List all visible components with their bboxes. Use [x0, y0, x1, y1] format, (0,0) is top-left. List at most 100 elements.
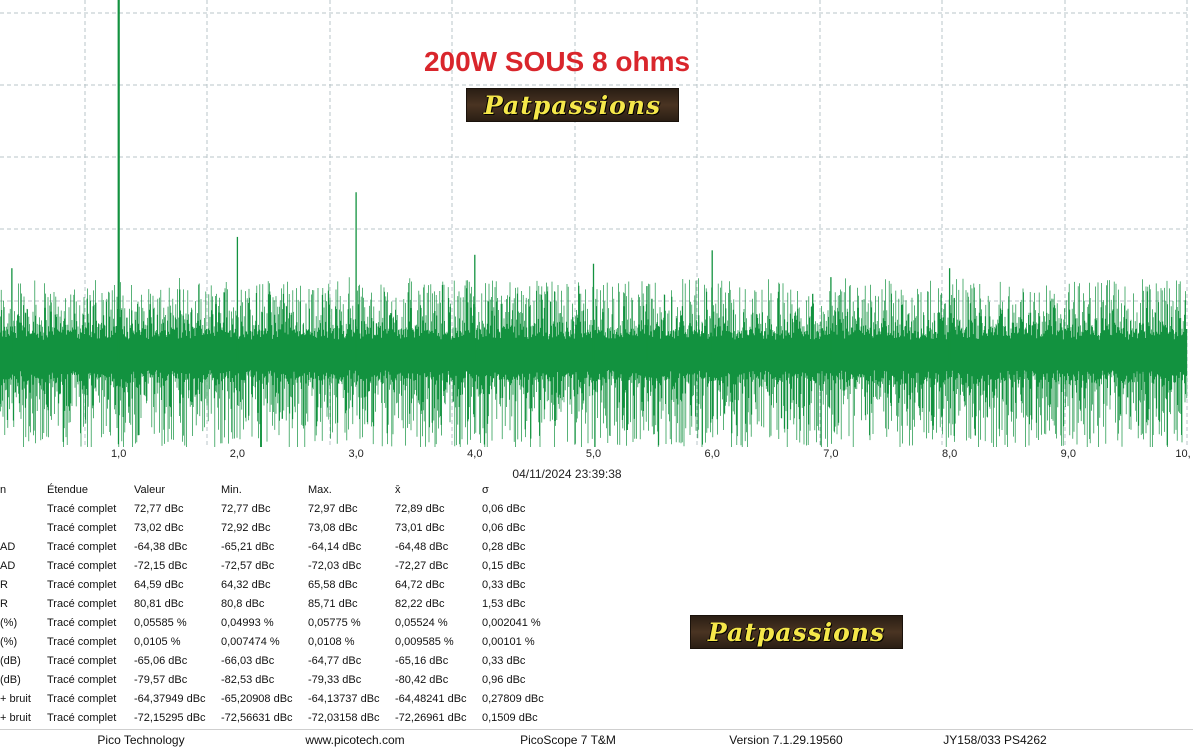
cell-value: 0,0105 % — [134, 636, 181, 648]
cell-value: -65,06 dBc — [134, 655, 188, 667]
cell-mean: 64,72 dBc — [395, 579, 445, 591]
footer-device: JY158/033 PS4262 — [943, 733, 1047, 747]
footer-version: Version 7.1.29.19560 — [729, 733, 843, 747]
cell-min: 72,77 dBc — [221, 503, 271, 515]
spectrum-plot[interactable] — [0, 0, 1193, 447]
cell-max: 72,97 dBc — [308, 503, 358, 515]
cell-min: -65,20908 dBc — [221, 693, 293, 705]
cell-min: -82,53 dBc — [221, 674, 275, 686]
cell-min: 0,04993 % — [221, 617, 274, 629]
cell-mean: 82,22 dBc — [395, 598, 445, 610]
cell-value: 73,02 dBc — [134, 522, 184, 534]
cell-min: -66,03 dBc — [221, 655, 275, 667]
x-tick-label: 7,0 — [823, 448, 839, 460]
cell-std-dev: 0,06 dBc — [482, 522, 526, 534]
cell-max: -64,14 dBc — [308, 541, 362, 553]
cell-value: 0,05585 % — [134, 617, 187, 629]
cell-std-dev: 0,06 dBc — [482, 503, 526, 515]
cell-range: Tracé complet — [47, 617, 117, 629]
header-mean: x̄ — [395, 484, 401, 496]
header-value: Valeur — [134, 484, 165, 496]
cell-row-name: (dB) — [0, 655, 21, 667]
cell-row-name: R — [0, 579, 8, 591]
watermark-logo-text: Patpassions — [483, 90, 662, 120]
capture-timestamp: 04/11/2024 23:39:38 — [512, 467, 622, 481]
header-min: Min. — [221, 484, 242, 496]
footer-company: Pico Technology — [97, 733, 185, 747]
cell-std-dev: 0,33 dBc — [482, 579, 526, 591]
x-tick-label: 1,0 — [111, 448, 127, 460]
cell-min: -65,21 dBc — [221, 541, 275, 553]
cell-range: Tracé complet — [47, 503, 117, 515]
cell-max: -72,03 dBc — [308, 560, 362, 572]
cell-row-name: AD — [0, 560, 16, 572]
x-tick-label: 10, — [1175, 448, 1191, 460]
cell-std-dev: 0,15 dBc — [482, 560, 526, 572]
cell-min: 0,007474 % — [221, 636, 280, 648]
cell-std-dev: 1,53 dBc — [482, 598, 526, 610]
cell-value: 80,81 dBc — [134, 598, 184, 610]
watermark-logo-text: Patpassions — [707, 617, 886, 647]
cell-range: Tracé complet — [47, 541, 117, 553]
cell-row-name: AD — [0, 541, 16, 553]
cell-range: Tracé complet — [47, 636, 117, 648]
cell-min: -72,57 dBc — [221, 560, 275, 572]
x-tick-label: 5,0 — [585, 448, 602, 460]
cell-min: 72,92 dBc — [221, 522, 271, 534]
cell-mean: 72,89 dBc — [395, 503, 445, 515]
cell-mean: -64,48 dBc — [395, 541, 449, 553]
cell-min: 64,32 dBc — [221, 579, 271, 591]
cell-std-dev: 0,33 dBc — [482, 655, 526, 667]
cell-value: -72,15295 dBc — [134, 712, 206, 724]
cell-row-name: (dB) — [0, 674, 21, 686]
cell-range: Tracé complet — [47, 655, 117, 667]
cell-value: -64,38 dBc — [134, 541, 188, 553]
cell-row-name: R — [0, 598, 8, 610]
x-tick-label: 8,0 — [941, 448, 958, 460]
status-footer: Pico Technology www.picotech.com PicoSco… — [0, 729, 1193, 751]
cell-value: 72,77 dBc — [134, 503, 184, 515]
cell-max: -64,13737 dBc — [308, 693, 380, 705]
cell-std-dev: 0,96 dBc — [482, 674, 526, 686]
cell-range: Tracé complet — [47, 560, 117, 572]
header-std-dev: σ — [482, 484, 489, 496]
cell-range: Tracé complet — [47, 579, 117, 591]
noise-floor-trace — [0, 277, 1188, 447]
cell-row-name: (%) — [0, 636, 18, 648]
cell-max: 0,05775 % — [308, 617, 361, 629]
footer-website[interactable]: www.picotech.com — [305, 733, 405, 747]
cell-mean: 0,05524 % — [395, 617, 448, 629]
cell-min: -72,56631 dBc — [221, 712, 293, 724]
cell-std-dev: 0,27809 dBc — [482, 693, 544, 705]
x-tick-label: 9,0 — [1060, 448, 1076, 460]
cell-mean: -72,26961 dBc — [395, 712, 467, 724]
cell-min: 80,8 dBc — [221, 598, 265, 610]
cell-std-dev: 0,1509 dBc — [482, 712, 538, 724]
cell-value: -72,15 dBc — [134, 560, 188, 572]
cell-max: 73,08 dBc — [308, 522, 358, 534]
cell-mean: -80,42 dBc — [395, 674, 449, 686]
cell-std-dev: 0,002041 % — [482, 617, 541, 629]
cell-mean: -65,16 dBc — [395, 655, 449, 667]
cell-std-dev: 0,00101 % — [482, 636, 535, 648]
x-tick-label: 6,0 — [704, 448, 720, 460]
cell-mean: 73,01 dBc — [395, 522, 445, 534]
cell-range: Tracé complet — [47, 674, 117, 686]
cell-max: -72,03158 dBc — [308, 712, 380, 724]
cell-range: Tracé complet — [47, 522, 117, 534]
cell-row-name: + bruit — [0, 693, 31, 705]
cell-range: Tracé complet — [47, 693, 117, 705]
header-row-name: n — [0, 484, 7, 496]
header-range: Étendue — [47, 484, 88, 496]
cell-max: -79,33 dBc — [308, 674, 362, 686]
x-tick-label: 2,0 — [229, 448, 246, 460]
cell-max: 65,58 dBc — [308, 579, 358, 591]
cell-mean: -64,48241 dBc — [395, 693, 467, 705]
footer-product: PicoScope 7 T&M — [520, 733, 616, 747]
cell-range: Tracé complet — [47, 712, 117, 724]
cell-row-name: + bruit — [0, 712, 31, 724]
cell-mean: 0,009585 % — [395, 636, 454, 648]
cell-value: -79,57 dBc — [134, 674, 188, 686]
cell-mean: -72,27 dBc — [395, 560, 449, 572]
cell-max: 85,71 dBc — [308, 598, 358, 610]
